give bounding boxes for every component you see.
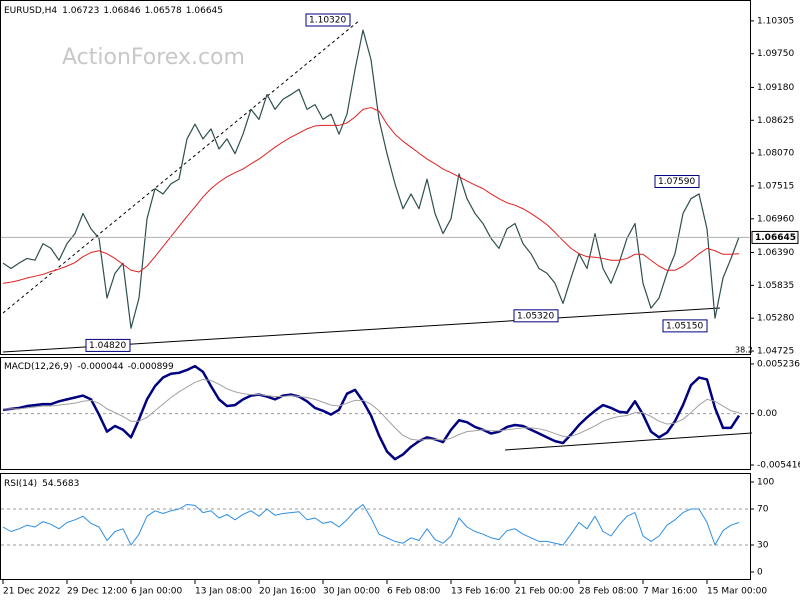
price-header: EURUSD,H4 1.06723 1.06846 1.06578 1.06645 — [4, 6, 223, 16]
y-tick-label: 1.07515 — [757, 181, 794, 191]
y-tick-label: 1.10305 — [757, 16, 794, 26]
x-tick-label: 29 Dec 12:00 — [67, 587, 128, 597]
quote: 1.06723 — [62, 6, 99, 16]
quote: 1.06645 — [186, 6, 223, 16]
readout: -0.000899 — [128, 362, 174, 372]
macd-header: MACD(12,26,9) -0.000044 -0.000899 — [4, 362, 174, 372]
rsi-header: RSI(14) 54.5683 — [4, 479, 79, 489]
x-tick-label: 15 Mar 00:00 — [707, 587, 767, 597]
x-tick-label: 21 Dec 2022 — [3, 587, 61, 597]
indicator: RSI(14) — [4, 479, 37, 489]
price-panel — [0, 0, 751, 355]
price-level-label: 1.07590 — [658, 177, 695, 187]
y-tick-label: 1.05280 — [757, 314, 794, 324]
price-level-label: 1.10320 — [309, 15, 346, 25]
y-tick-label: 30 — [757, 540, 769, 550]
y-tick-label: 1.06960 — [757, 214, 794, 224]
readout: -0.000044 — [77, 362, 123, 372]
series-line — [2, 29, 740, 329]
y-tick-label: 1.08625 — [757, 116, 794, 126]
x-tick-label: 21 Feb 00:00 — [515, 587, 574, 597]
y-tick-label: 1.04725 — [757, 347, 794, 357]
price-level-box — [305, 13, 351, 27]
readout: 54.5683 — [42, 479, 79, 489]
x-tick-label: 20 Jan 16:00 — [259, 587, 316, 597]
fib-label: 38.2 — [735, 346, 753, 355]
x-tick-label: 6 Jan 00:00 — [131, 587, 183, 597]
y-tick-label: 70 — [757, 505, 769, 515]
price-level-label: 1.04820 — [89, 341, 126, 351]
x-tick-label: 28 Feb 08:00 — [579, 587, 638, 597]
x-tick-label: 13 Jan 08:00 — [195, 587, 252, 597]
price-level-box — [662, 319, 708, 333]
price-level-box — [85, 338, 131, 352]
symbol: EURUSD,H4 — [4, 6, 57, 16]
x-tick-label: 7 Mar 16:00 — [643, 587, 698, 597]
x-tick-label: 13 Feb 16:00 — [451, 587, 510, 597]
y-tick-label: 100 — [757, 478, 774, 488]
macd-trend-line — [504, 432, 753, 451]
series-line — [2, 504, 740, 546]
y-tick-label: 1.05835 — [757, 281, 794, 291]
series-line — [3, 378, 740, 441]
price-level-box — [654, 175, 700, 189]
current-price-box — [751, 230, 799, 244]
x-tick-label: 30 Jan 00:00 — [323, 587, 380, 597]
y-tick-label: 1.09180 — [757, 83, 794, 93]
y-tick-label: -0.005416 — [757, 461, 800, 471]
current-price-label: 1.06645 — [755, 233, 796, 243]
indicator: MACD(12,26,9) — [4, 362, 72, 372]
y-tick-label: 1.09750 — [757, 49, 794, 59]
y-tick-label: 0 — [757, 567, 763, 577]
watermark: ActionForex.com — [62, 45, 245, 70]
series-line — [2, 107, 740, 284]
x-tick-label: 6 Feb 08:00 — [387, 587, 441, 597]
series-line — [2, 364, 741, 461]
rsi-panel — [0, 473, 751, 580]
quote: 1.06846 — [103, 6, 140, 16]
y-tick-label: 1.06390 — [757, 248, 794, 258]
price-level-label: 1.05320 — [517, 311, 554, 321]
quote: 1.06578 — [145, 6, 182, 16]
price-level-label: 1.05150 — [666, 321, 703, 331]
price-level-box — [513, 309, 559, 323]
y-tick-label: 0.005236 — [757, 359, 800, 369]
y-tick-label: 0.00 — [757, 409, 777, 419]
y-tick-label: 1.08070 — [757, 149, 794, 159]
